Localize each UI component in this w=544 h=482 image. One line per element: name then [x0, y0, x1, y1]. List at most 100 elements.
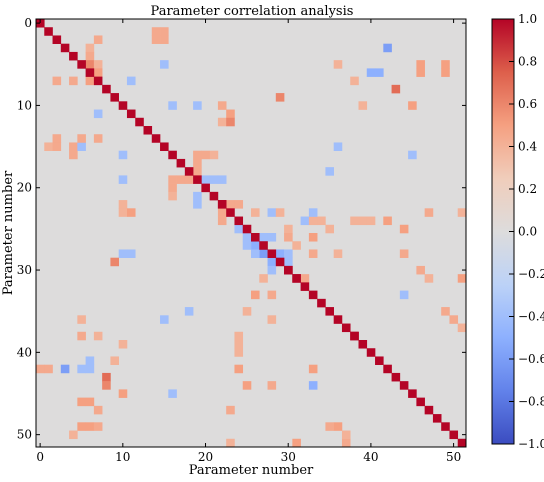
diagonal-cell	[366, 348, 376, 357]
heatmap-cell	[93, 60, 103, 69]
heatmap-cell	[93, 35, 103, 44]
heatmap-cell	[350, 76, 359, 86]
diagonal-cell	[259, 241, 268, 250]
heatmap-cell	[226, 200, 235, 209]
x-axis-ticks: 0 10 20 30 40 50	[36, 19, 461, 464]
diagonal-cell	[102, 84, 111, 94]
heatmap-cell	[201, 150, 210, 160]
x-tick-label: 30	[281, 450, 296, 464]
heatmap-cell	[341, 438, 351, 448]
heatmap-cell	[259, 249, 268, 258]
heatmap-cell	[457, 274, 467, 283]
heatmap-cell	[126, 208, 136, 217]
diagonal-cell	[60, 43, 70, 53]
y-axis-ticks: 0 10 20 30 40 50	[17, 16, 466, 442]
heatmap-cell	[77, 142, 86, 151]
heatmap-cell	[234, 200, 244, 209]
y-tick-label: 50	[17, 428, 32, 442]
heatmap-cell	[441, 307, 450, 316]
heatmap-cell	[399, 290, 409, 300]
heatmap-cell	[358, 101, 368, 110]
heatmap-cell	[193, 200, 202, 209]
heatmap-cell	[118, 200, 128, 209]
heatmap-cell	[217, 101, 227, 110]
heatmap-cell	[60, 364, 70, 374]
heatmap-cell	[267, 315, 277, 324]
y-tick-label: 30	[17, 263, 32, 277]
heatmap-cell	[251, 241, 260, 250]
heatmap-cell	[184, 175, 194, 184]
heatmap-cell	[300, 274, 310, 283]
heatmap-cell	[85, 51, 95, 61]
heatmap-cell	[325, 167, 334, 176]
heatmap-cell	[275, 93, 285, 102]
heatmap-cell	[325, 224, 334, 234]
heatmap-cell	[234, 348, 244, 357]
diagonal-cell	[300, 282, 310, 291]
heatmap-cell	[259, 233, 268, 242]
heatmap-cell	[151, 35, 161, 44]
heatmap-cell	[184, 307, 194, 316]
heatmap-cell	[267, 265, 277, 275]
colorbar-tick-label: 1.0	[518, 12, 537, 26]
diagonal-cell	[226, 208, 235, 217]
diagonal-cell	[160, 142, 169, 151]
heatmap-cell	[102, 372, 111, 382]
diagonal-cell	[69, 51, 78, 61]
heatmap-cell	[110, 257, 119, 267]
heatmap-cell	[52, 142, 62, 151]
diagonal-cell	[242, 224, 252, 234]
heatmap-cell	[333, 249, 343, 258]
diagonal-cell	[308, 290, 318, 300]
colorbar-tick-label: −1.0	[518, 437, 544, 451]
diagonal-cell	[432, 414, 442, 423]
chart-title: Parameter correlation analysis	[151, 4, 354, 19]
diagonal-cell	[399, 381, 409, 390]
heatmap-cell	[267, 257, 277, 267]
heatmap-cell	[449, 315, 459, 324]
heatmap-cell	[234, 364, 244, 374]
diagonal-cell	[449, 430, 459, 440]
diagonal-cell	[209, 191, 219, 201]
heatmap-cell	[284, 249, 293, 258]
heatmap-cell	[77, 331, 86, 341]
heatmap-cell	[201, 175, 210, 184]
diagonal-cell	[93, 76, 103, 86]
heatmap-cell	[399, 224, 409, 234]
diagonal-cell	[44, 27, 53, 36]
heatmap-cell	[383, 43, 392, 53]
heatmap-cell	[52, 76, 62, 86]
heatmap-cell	[308, 233, 318, 242]
heatmap-cell	[424, 208, 434, 217]
diagonal-cell	[234, 216, 244, 226]
heatmap-cell	[118, 249, 128, 258]
y-tick-label: 40	[17, 345, 32, 359]
diagonal-cell	[217, 200, 227, 209]
x-tick-label: 50	[446, 450, 461, 464]
heatmap-cell	[424, 274, 434, 283]
colorbar-tick-label: 0.4	[518, 140, 537, 154]
heatmap-cell	[36, 364, 45, 374]
heatmap-cell	[375, 68, 384, 77]
heatmap-cell	[77, 364, 86, 374]
heatmap-cell	[93, 331, 103, 341]
heatmap-cell	[110, 356, 119, 365]
heatmap-cell	[52, 134, 62, 143]
colorbar-tick-label: −0.8	[518, 395, 544, 409]
colorbar-tick-label: 0.6	[518, 97, 537, 111]
heatmap-cell	[168, 389, 177, 398]
heatmap-cell	[93, 134, 103, 143]
heatmap-cell	[267, 208, 277, 217]
heatmap-cell	[69, 76, 78, 86]
heatmap-cell	[416, 68, 425, 77]
heatmap-cell	[85, 397, 95, 407]
heatmap-cell	[168, 183, 177, 193]
heatmap-cell	[93, 405, 103, 415]
heatmap-cell	[102, 381, 111, 390]
diagonal-cell	[151, 134, 161, 143]
diagonal-cell	[85, 68, 95, 77]
heatmap-cell	[284, 233, 293, 242]
heatmap-cell	[292, 438, 301, 448]
heatmap-cell	[308, 364, 318, 374]
